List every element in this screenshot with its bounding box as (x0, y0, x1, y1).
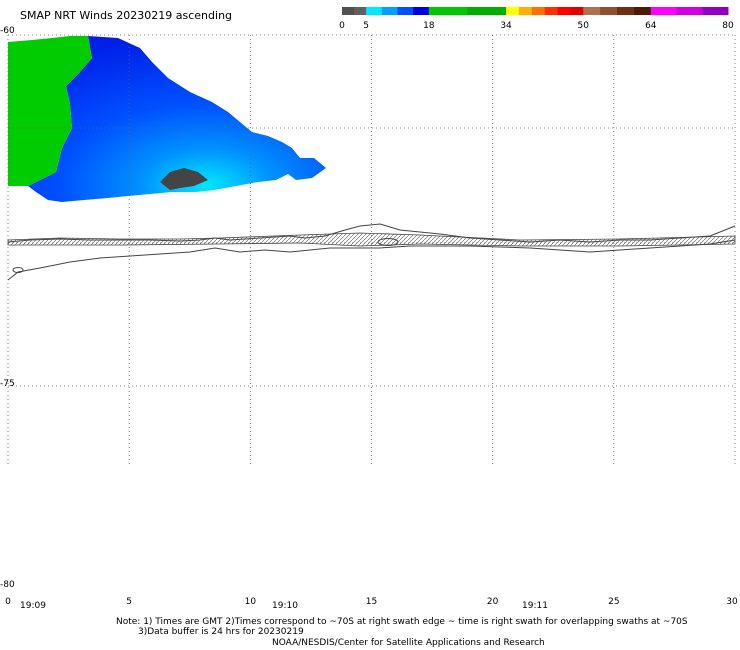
colorbar-swatch (702, 7, 729, 15)
colorbar-swatch (570, 7, 584, 15)
time-label-1909: 19:09 (20, 601, 46, 611)
lat-label-60: -60 (0, 26, 15, 36)
lon-label: 15 (365, 597, 378, 607)
lon-label: 5 (126, 597, 133, 607)
lon-label: 0 (5, 597, 11, 607)
note-line-2: 3)Data buffer is 24 hrs for 20230219 (138, 627, 304, 637)
colorbar-swatch (557, 7, 571, 15)
colorbar-swatch (413, 7, 430, 15)
lon-label: 25 (608, 597, 620, 607)
colorbar-tick-label: 5 (363, 21, 369, 31)
inlet (377, 238, 399, 246)
time-label-1910: 19:10 (272, 601, 298, 611)
colorbar-tick-label: 80 (722, 21, 734, 31)
colorbar-swatch (506, 7, 520, 15)
lat-label-75: -75 (0, 379, 15, 389)
colorbar-swatch (650, 7, 678, 15)
wind-blue-region (28, 36, 326, 202)
colorbar-swatch (354, 7, 367, 15)
colorbar-swatch (617, 7, 635, 15)
colorbar-swatch (518, 7, 533, 15)
colorbar-tick-label: 50 (577, 21, 589, 31)
wind-green-region (8, 36, 92, 186)
colorbar-swatch (600, 7, 618, 15)
lat-label-80: -80 (0, 580, 15, 590)
map-title: SMAP NRT Winds 20230219 ascending (20, 9, 233, 22)
colorbar-swatch (342, 7, 355, 15)
note-line-1: Note: 1) Times are GMT 2)Times correspon… (116, 617, 688, 627)
colorbar-tick-label: 64 (645, 21, 657, 31)
time-label-1911: 19:11 (522, 601, 548, 611)
colorbar-swatch (531, 7, 546, 15)
colorbar-swatch (633, 7, 652, 15)
hatched-shelf (7, 232, 736, 247)
island (12, 267, 24, 273)
colorbar-tick-label: 18 (423, 21, 435, 31)
colorbar-swatch (467, 7, 507, 15)
colorbar-swatch (397, 7, 414, 15)
colorbar-swatch (366, 7, 383, 15)
lon-label: 20 (486, 597, 499, 607)
colorbar-tick-label: 34 (500, 21, 512, 31)
coast-line-south (7, 239, 736, 281)
lon-label: 30 (726, 597, 738, 607)
colorbar-swatch (428, 7, 468, 15)
colorbar-swatch (583, 7, 601, 15)
colorbar-swatch (381, 7, 398, 15)
colorbar (342, 7, 729, 15)
wind-swath (8, 36, 326, 202)
wind-gray-patch (160, 168, 208, 190)
lon-label: 10 (244, 597, 257, 607)
colorbar-swatch (676, 7, 703, 15)
colorbar-tick-label: 0 (339, 21, 345, 31)
coastline (7, 223, 736, 281)
colorbar-swatch (544, 7, 559, 15)
note-line-3: NOAA/NESDIS/Center for Satellite Applica… (272, 638, 545, 648)
